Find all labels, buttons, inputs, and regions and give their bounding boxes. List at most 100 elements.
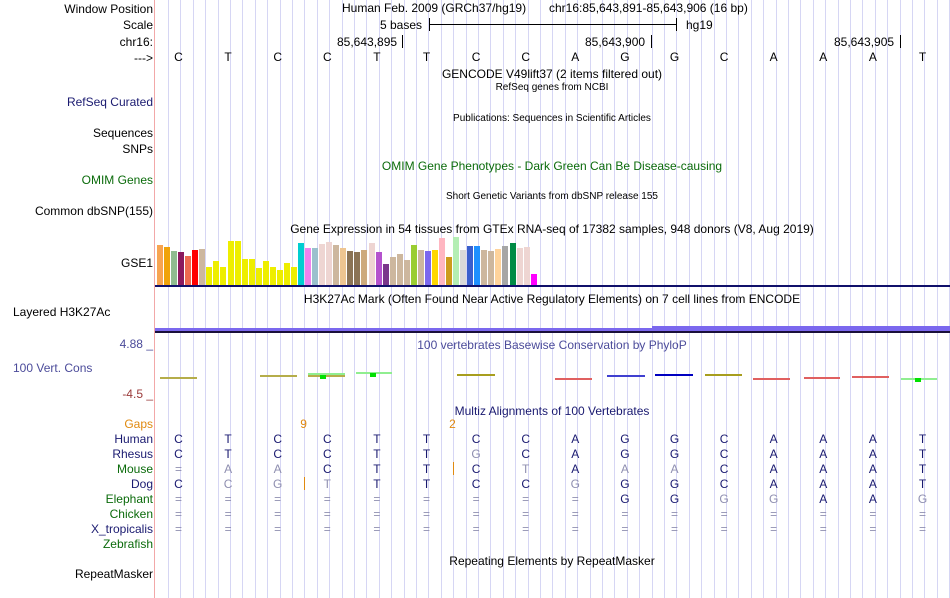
gtex-tissue-bar[interactable] (192, 250, 199, 286)
gtex-tissue-bar[interactable] (220, 267, 227, 286)
gtex-tissue-bar[interactable] (403, 260, 410, 286)
gtex-tissue-bar[interactable] (424, 251, 431, 286)
gtex-tissue-bar[interactable] (178, 252, 185, 286)
gtex-tissue-bar[interactable] (495, 249, 502, 286)
gtex-tissue-bar[interactable] (227, 241, 234, 286)
gtex-tissue-bar[interactable] (488, 251, 495, 286)
gtex-tissue-bar[interactable] (361, 250, 368, 286)
gtex-tissue-bar[interactable] (502, 246, 509, 286)
species-label[interactable]: Dog (130, 477, 153, 491)
gtex-tissue-bar[interactable] (276, 270, 283, 286)
omim-title[interactable]: OMIM Gene Phenotypes - Dark Green Can Be… (381, 159, 723, 173)
gtex-tissue-bar[interactable] (460, 250, 467, 286)
gtex-baseline (155, 285, 950, 287)
species-label[interactable]: Zebrafish (102, 537, 153, 551)
gtex-tissue-bar[interactable] (481, 250, 488, 286)
cons-title[interactable]: 100 vertebrates Basewise Conservation by… (417, 338, 687, 352)
h3k27ac-signal-lower (155, 331, 950, 333)
multiz-title[interactable]: Multiz Alignments of 100 Vertebrates (454, 404, 650, 418)
alignment-base: T (323, 477, 331, 491)
alignment-base: C (471, 477, 481, 491)
gtex-tissue-bar[interactable] (530, 274, 537, 286)
alignment-base: = (274, 507, 282, 521)
species-label[interactable]: Human (114, 432, 153, 446)
gtex-tissue-bar[interactable] (396, 254, 403, 286)
gtex-tissue-bar[interactable] (248, 258, 255, 286)
gtex-tissue-bar[interactable] (185, 256, 192, 286)
gtex-tissue-bar[interactable] (164, 247, 171, 286)
gencode-title[interactable]: GENCODE V49lift37 (2 items filtered out) (441, 67, 663, 81)
gtex-bar-chart[interactable] (155, 236, 945, 286)
gtex-tissue-bar[interactable] (298, 243, 304, 286)
grid-line (366, 0, 368, 598)
track-label-dbsnp[interactable]: Common dbSNP(155) (34, 204, 153, 218)
track-label-repeatmasker[interactable]: RepeatMasker (74, 567, 153, 581)
gtex-tissue-bar[interactable] (213, 261, 220, 286)
alignment-base: C (174, 432, 183, 446)
gtex-tissue-bar[interactable] (340, 248, 347, 286)
track-label-refseq[interactable]: RefSeq Curated (66, 95, 153, 109)
track-label-publications[interactable]: Sequences (92, 126, 153, 140)
grid-line (205, 0, 207, 598)
gtex-tissue-bar[interactable] (417, 250, 424, 286)
repeatmasker-title[interactable]: Repeating Elements by RepeatMasker (449, 554, 655, 568)
gtex-tissue-bar[interactable] (333, 245, 340, 286)
gtex-tissue-bar[interactable] (354, 252, 361, 286)
gtex-tissue-bar[interactable] (375, 252, 382, 286)
gtex-tissue-bar[interactable] (516, 248, 523, 286)
gtex-tissue-bar[interactable] (523, 247, 530, 286)
gtex-tissue-bar[interactable] (255, 268, 262, 286)
h3k27ac-title[interactable]: H3K27Ac Mark (Often Found Near Active Re… (303, 292, 801, 306)
gtex-tissue-bar[interactable] (234, 241, 241, 286)
phylop-segment (160, 377, 197, 379)
track-label-omim[interactable]: OMIM Genes (81, 173, 153, 187)
gtex-tissue-bar[interactable] (305, 248, 312, 286)
gtex-tissue-bar[interactable] (319, 244, 326, 286)
dbsnp-title[interactable]: Short Genetic Variants from dbSNP releas… (446, 191, 658, 202)
track-label-h3k27ac[interactable]: Layered H3K27Ac (13, 305, 111, 319)
gtex-tissue-bar[interactable] (439, 238, 445, 286)
gtex-tissue-bar[interactable] (368, 243, 375, 286)
gtex-tissue-bar[interactable] (206, 267, 213, 286)
gtex-tissue-bar[interactable] (326, 242, 333, 286)
publications-title[interactable]: Publications: Sequences in Scientific Ar… (453, 113, 651, 124)
gtex-tissue-bar[interactable] (410, 245, 417, 286)
gtex-tissue-bar[interactable] (262, 261, 269, 286)
alignment-base: C (521, 447, 531, 461)
refseq-title[interactable]: RefSeq genes from NCBI (495, 82, 609, 93)
grid-line (713, 0, 715, 598)
gtex-tissue-bar[interactable] (467, 246, 474, 286)
alignment-base: = (224, 492, 232, 506)
species-label[interactable]: Chicken (109, 507, 153, 521)
species-label[interactable]: Mouse (116, 462, 153, 476)
gtex-tissue-bar[interactable] (382, 264, 389, 286)
gtex-tissue-bar[interactable] (241, 258, 248, 286)
gtex-tissue-bar[interactable] (389, 257, 396, 286)
gtex-tissue-bar[interactable] (347, 251, 354, 286)
species-label[interactable]: Rhesus (112, 447, 153, 461)
track-label-cons[interactable]: 100 Vert. Cons (13, 361, 93, 375)
gtex-tissue-bar[interactable] (453, 237, 460, 286)
alignment-base: T (422, 477, 431, 491)
grid-line (837, 0, 839, 598)
gtex-tissue-bar[interactable] (283, 263, 290, 286)
track-label-gtex[interactable]: GSE1 (120, 256, 153, 270)
grid-line (651, 0, 653, 598)
gtex-tissue-bar[interactable] (509, 243, 516, 286)
gtex-tissue-bar[interactable] (446, 257, 453, 286)
gtex-tissue-bar[interactable] (199, 249, 206, 286)
grid-line (899, 0, 901, 598)
track-label-snps[interactable]: SNPs (122, 142, 153, 156)
gtex-tissue-bar[interactable] (290, 267, 297, 286)
sequence-base: T (373, 50, 381, 64)
gtex-tissue-bar[interactable] (157, 245, 163, 286)
gtex-tissue-bar[interactable] (269, 267, 276, 286)
species-label[interactable]: X_tropicalis (90, 522, 153, 536)
gtex-tissue-bar[interactable] (171, 251, 178, 286)
alignment-base: = (621, 522, 629, 536)
gtex-tissue-bar[interactable] (431, 250, 438, 286)
gtex-tissue-bar[interactable] (312, 248, 319, 286)
species-label[interactable]: Elephant (105, 492, 153, 506)
gtex-title[interactable]: Gene Expression in 54 tissues from GTEx … (290, 222, 814, 236)
gtex-tissue-bar[interactable] (474, 246, 481, 286)
